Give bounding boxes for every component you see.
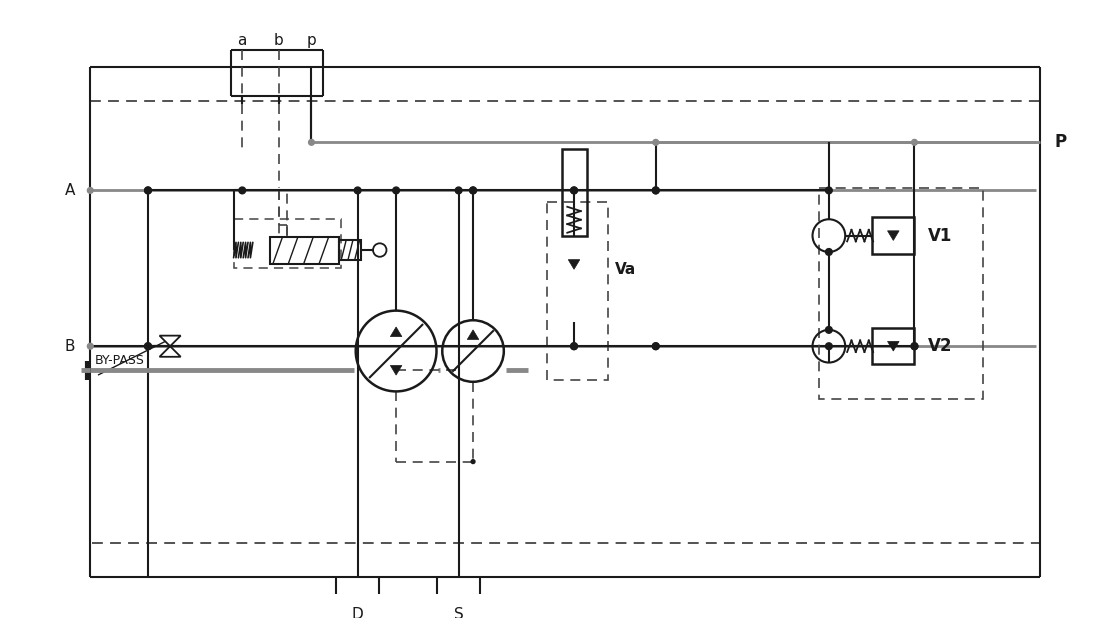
Text: p: p — [307, 33, 317, 48]
Circle shape — [825, 248, 832, 255]
Polygon shape — [467, 330, 479, 339]
Circle shape — [392, 187, 399, 194]
Circle shape — [825, 343, 832, 350]
Text: D: D — [352, 607, 364, 618]
Text: S: S — [454, 607, 464, 618]
Text: Va: Va — [615, 262, 636, 277]
Circle shape — [145, 343, 152, 350]
Circle shape — [911, 140, 918, 145]
Circle shape — [570, 343, 577, 350]
Text: V1: V1 — [928, 227, 953, 245]
Circle shape — [88, 187, 93, 193]
Text: P: P — [1055, 133, 1067, 151]
Text: V2: V2 — [928, 337, 953, 355]
Circle shape — [653, 187, 659, 194]
Text: B: B — [65, 339, 75, 353]
Circle shape — [653, 140, 658, 145]
Polygon shape — [568, 260, 580, 269]
Polygon shape — [888, 231, 899, 240]
Circle shape — [653, 187, 659, 194]
Circle shape — [653, 343, 659, 350]
Text: b: b — [274, 33, 284, 48]
Circle shape — [455, 187, 462, 194]
Text: BY-PASS: BY-PASS — [96, 354, 145, 367]
Text: a: a — [237, 33, 247, 48]
Bar — [873, 218, 914, 254]
Bar — [873, 328, 914, 365]
Circle shape — [354, 187, 360, 194]
Circle shape — [653, 343, 659, 350]
Circle shape — [825, 187, 832, 194]
Bar — [270, 237, 340, 263]
Polygon shape — [390, 365, 402, 375]
Circle shape — [145, 187, 152, 194]
Circle shape — [570, 187, 577, 194]
Circle shape — [88, 344, 93, 349]
Circle shape — [469, 187, 476, 194]
Polygon shape — [888, 341, 899, 351]
Polygon shape — [390, 327, 402, 337]
Circle shape — [469, 187, 476, 194]
Circle shape — [309, 140, 314, 145]
Circle shape — [911, 343, 918, 350]
Circle shape — [145, 187, 152, 194]
Circle shape — [145, 343, 152, 350]
Circle shape — [911, 343, 918, 350]
Circle shape — [570, 343, 577, 350]
Bar — [562, 149, 587, 235]
Text: A: A — [65, 183, 75, 198]
Circle shape — [825, 326, 832, 333]
Bar — [340, 240, 360, 260]
Circle shape — [238, 187, 245, 194]
Circle shape — [471, 460, 475, 464]
Circle shape — [570, 187, 577, 194]
